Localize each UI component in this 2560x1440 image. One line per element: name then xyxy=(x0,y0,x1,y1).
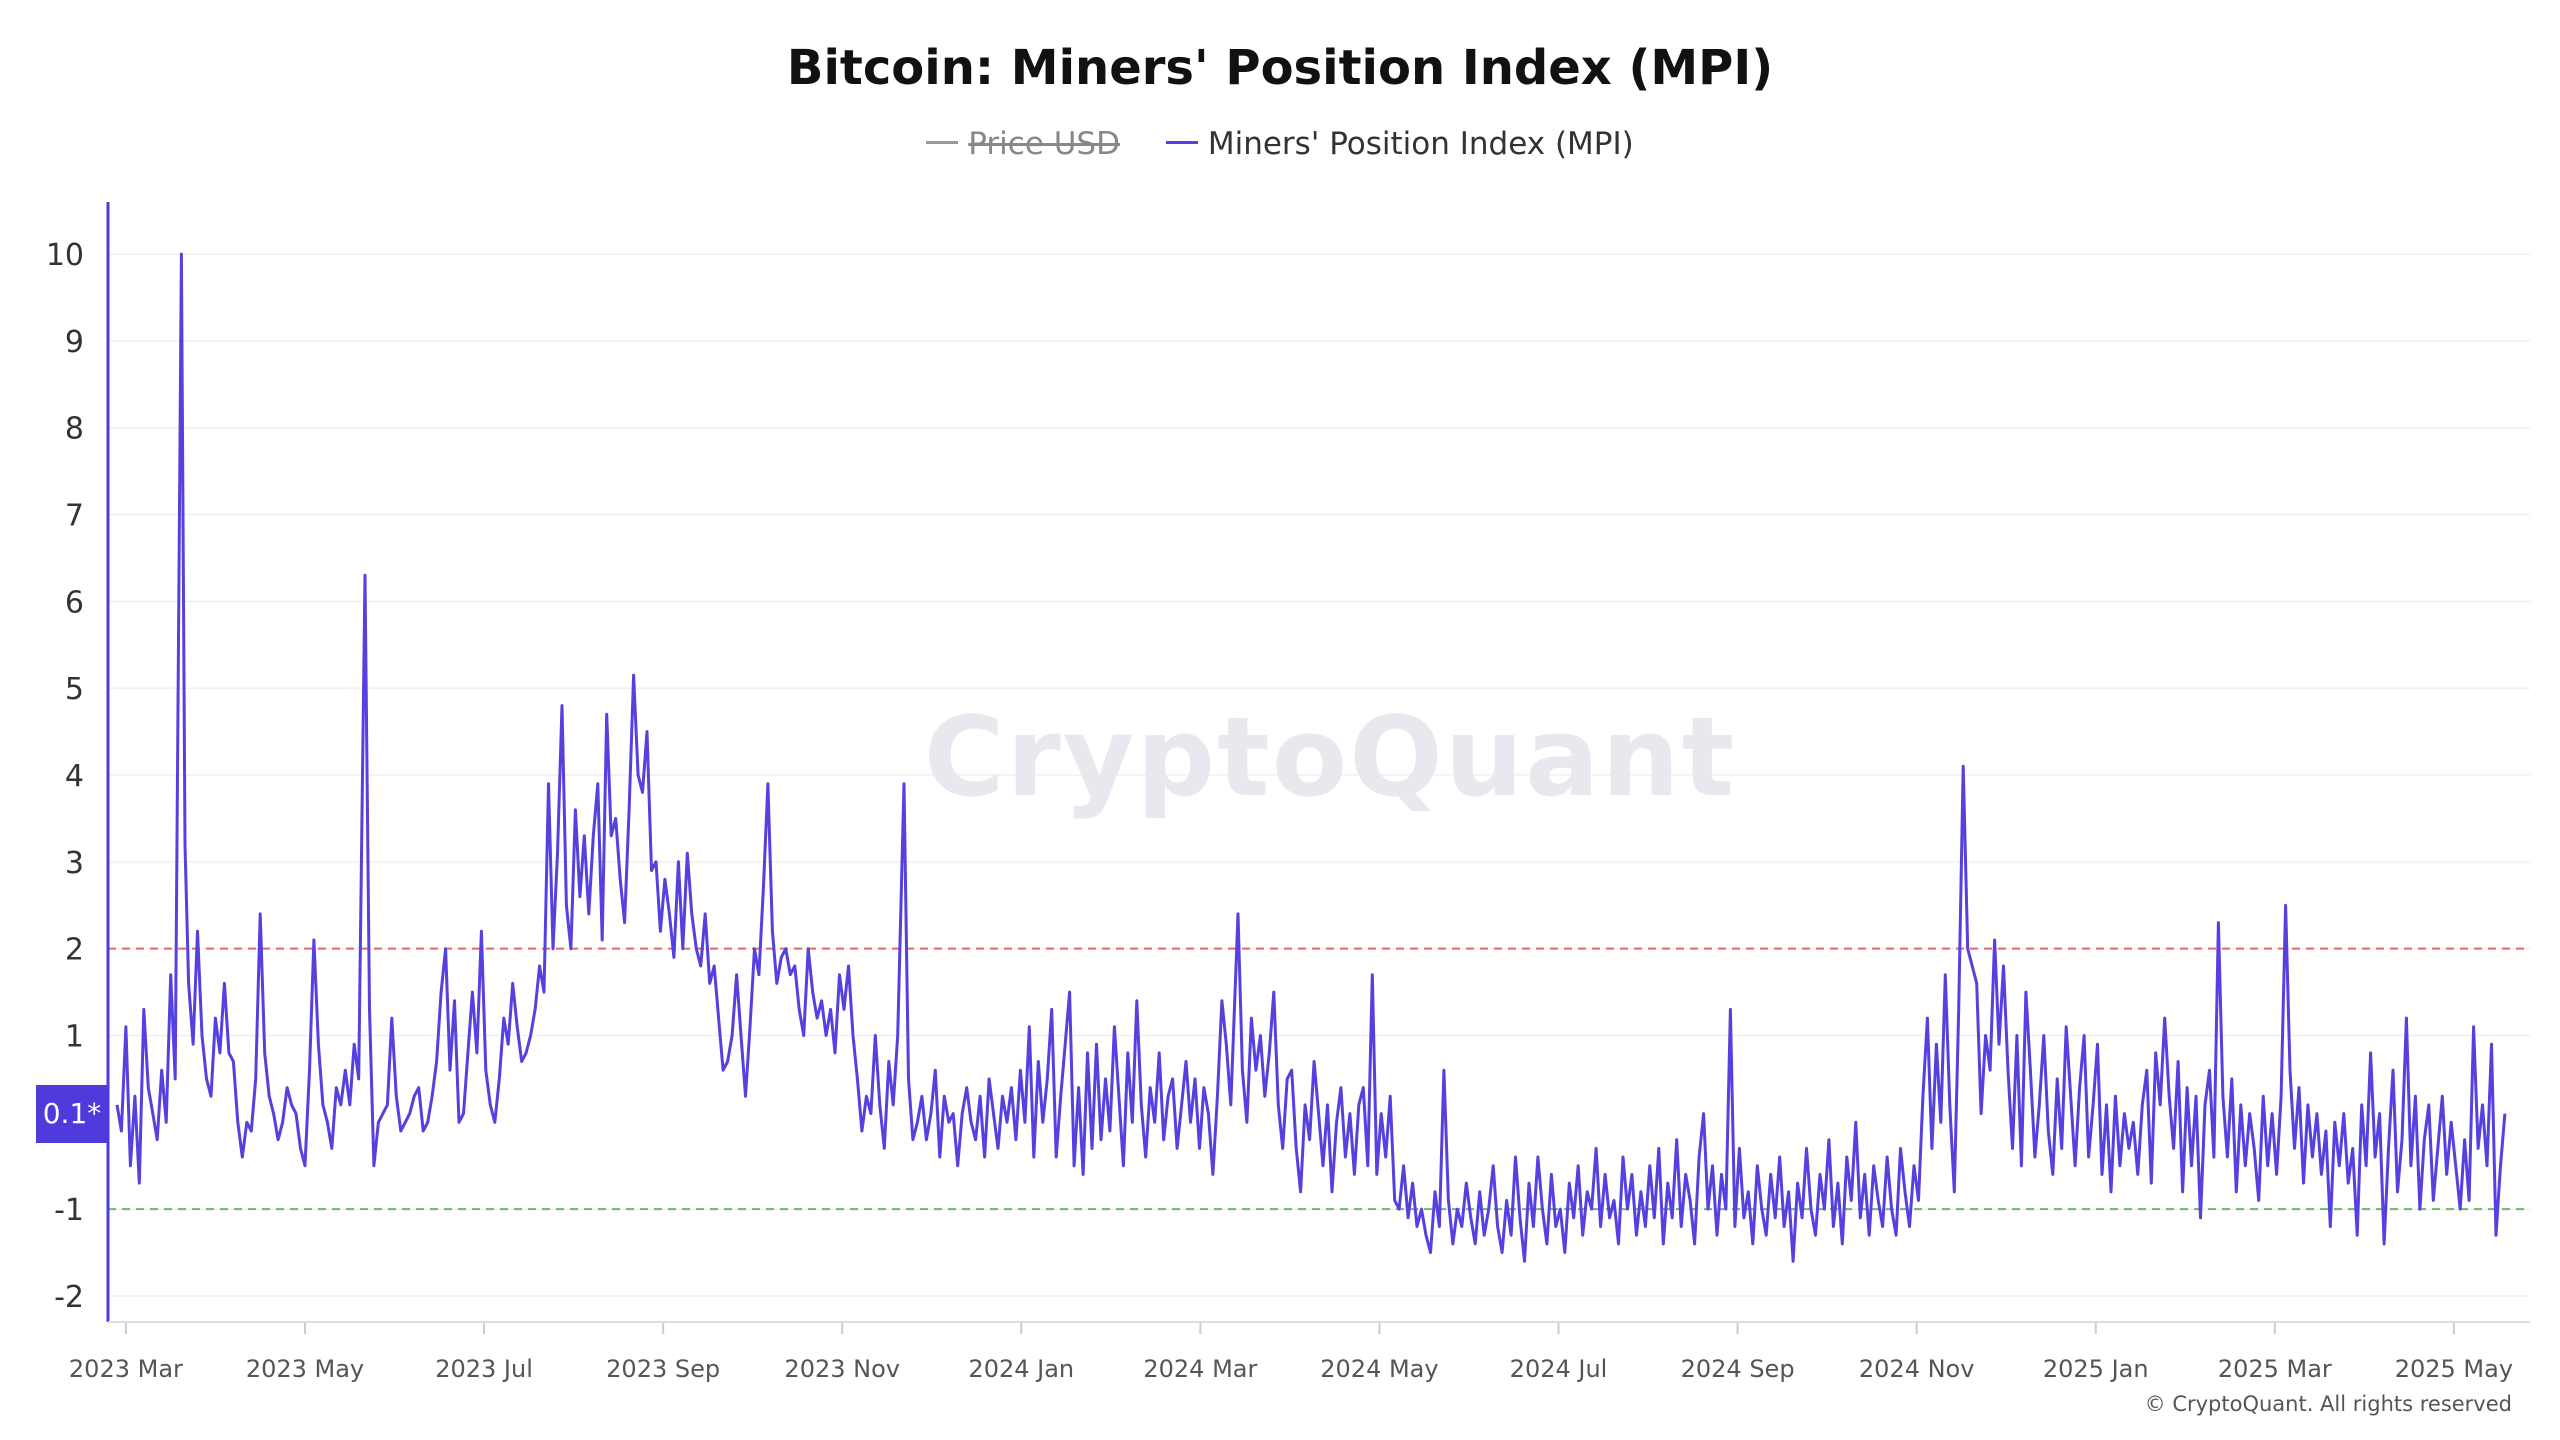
x-tick-label: 2024 May xyxy=(1320,1355,1438,1383)
y-tick-label: 7 xyxy=(65,499,84,534)
x-tick-label: 2024 Nov xyxy=(1859,1355,1975,1383)
series-mpi xyxy=(115,252,2507,1263)
x-tick-label: 2024 Mar xyxy=(1143,1355,1257,1383)
x-tick-label: 2024 Jul xyxy=(1510,1355,1608,1383)
y-tick-label: 3 xyxy=(65,846,84,881)
x-tick-label: 2024 Jan xyxy=(968,1355,1074,1383)
y-axis: 10 9 8 7 6 5 4 3 2 1 -1 -2 xyxy=(46,238,84,1315)
legend-label-mpi: Miners' Position Index (MPI) xyxy=(1207,126,1634,162)
reference-lines xyxy=(108,947,2530,1211)
legend-swatch-mpi xyxy=(1165,141,1198,144)
y-tick-label: 8 xyxy=(65,412,84,447)
legend-swatch-price xyxy=(926,141,959,144)
x-tick-label: 2023 Jul xyxy=(435,1355,533,1383)
current-value-badge: 0.1* xyxy=(36,1084,108,1143)
x-tick-label: 2023 Mar xyxy=(69,1355,183,1383)
legend-item-mpi[interactable]: Miners' Position Index (MPI) xyxy=(1165,126,1634,162)
y-tick-label: -2 xyxy=(54,1280,84,1315)
y-tick-label: 2 xyxy=(65,933,84,968)
copyright-notice: © CryptoQuant. All rights reserved xyxy=(2144,1392,2512,1416)
legend: Price USD Miners' Position Index (MPI) xyxy=(0,126,2560,162)
x-tick-label: 2024 Sep xyxy=(1681,1355,1795,1383)
y-tick-label: 9 xyxy=(65,325,84,360)
y-tick-label: -1 xyxy=(54,1193,84,1228)
x-tick-label: 2025 Jan xyxy=(2043,1355,2149,1383)
x-tick-label: 2023 May xyxy=(246,1355,364,1383)
y-tick-label: 5 xyxy=(65,672,84,707)
y-tick-label: 6 xyxy=(65,585,84,620)
y-tick-label: 1 xyxy=(65,1019,84,1054)
watermark-logo: CryptoQuant xyxy=(924,693,1737,821)
y-tick-label: 10 xyxy=(46,238,84,273)
series-line xyxy=(115,252,2507,1263)
x-tick-label: 2023 Nov xyxy=(784,1355,900,1383)
legend-label-price: Price USD xyxy=(968,126,1120,162)
x-tick-label: 2025 Mar xyxy=(2218,1355,2332,1383)
legend-item-price[interactable]: Price USD xyxy=(926,126,1120,162)
y-tick-label: 4 xyxy=(65,759,84,794)
x-tick-label: 2025 May xyxy=(2395,1355,2513,1383)
chart-title: Bitcoin: Miners' Position Index (MPI) xyxy=(786,40,1774,96)
x-axis: 2023 Mar 2023 May 2023 Jul 2023 Sep 2023 Nov… xyxy=(69,1322,2513,1383)
x-tick-label: 2023 Sep xyxy=(606,1355,720,1383)
